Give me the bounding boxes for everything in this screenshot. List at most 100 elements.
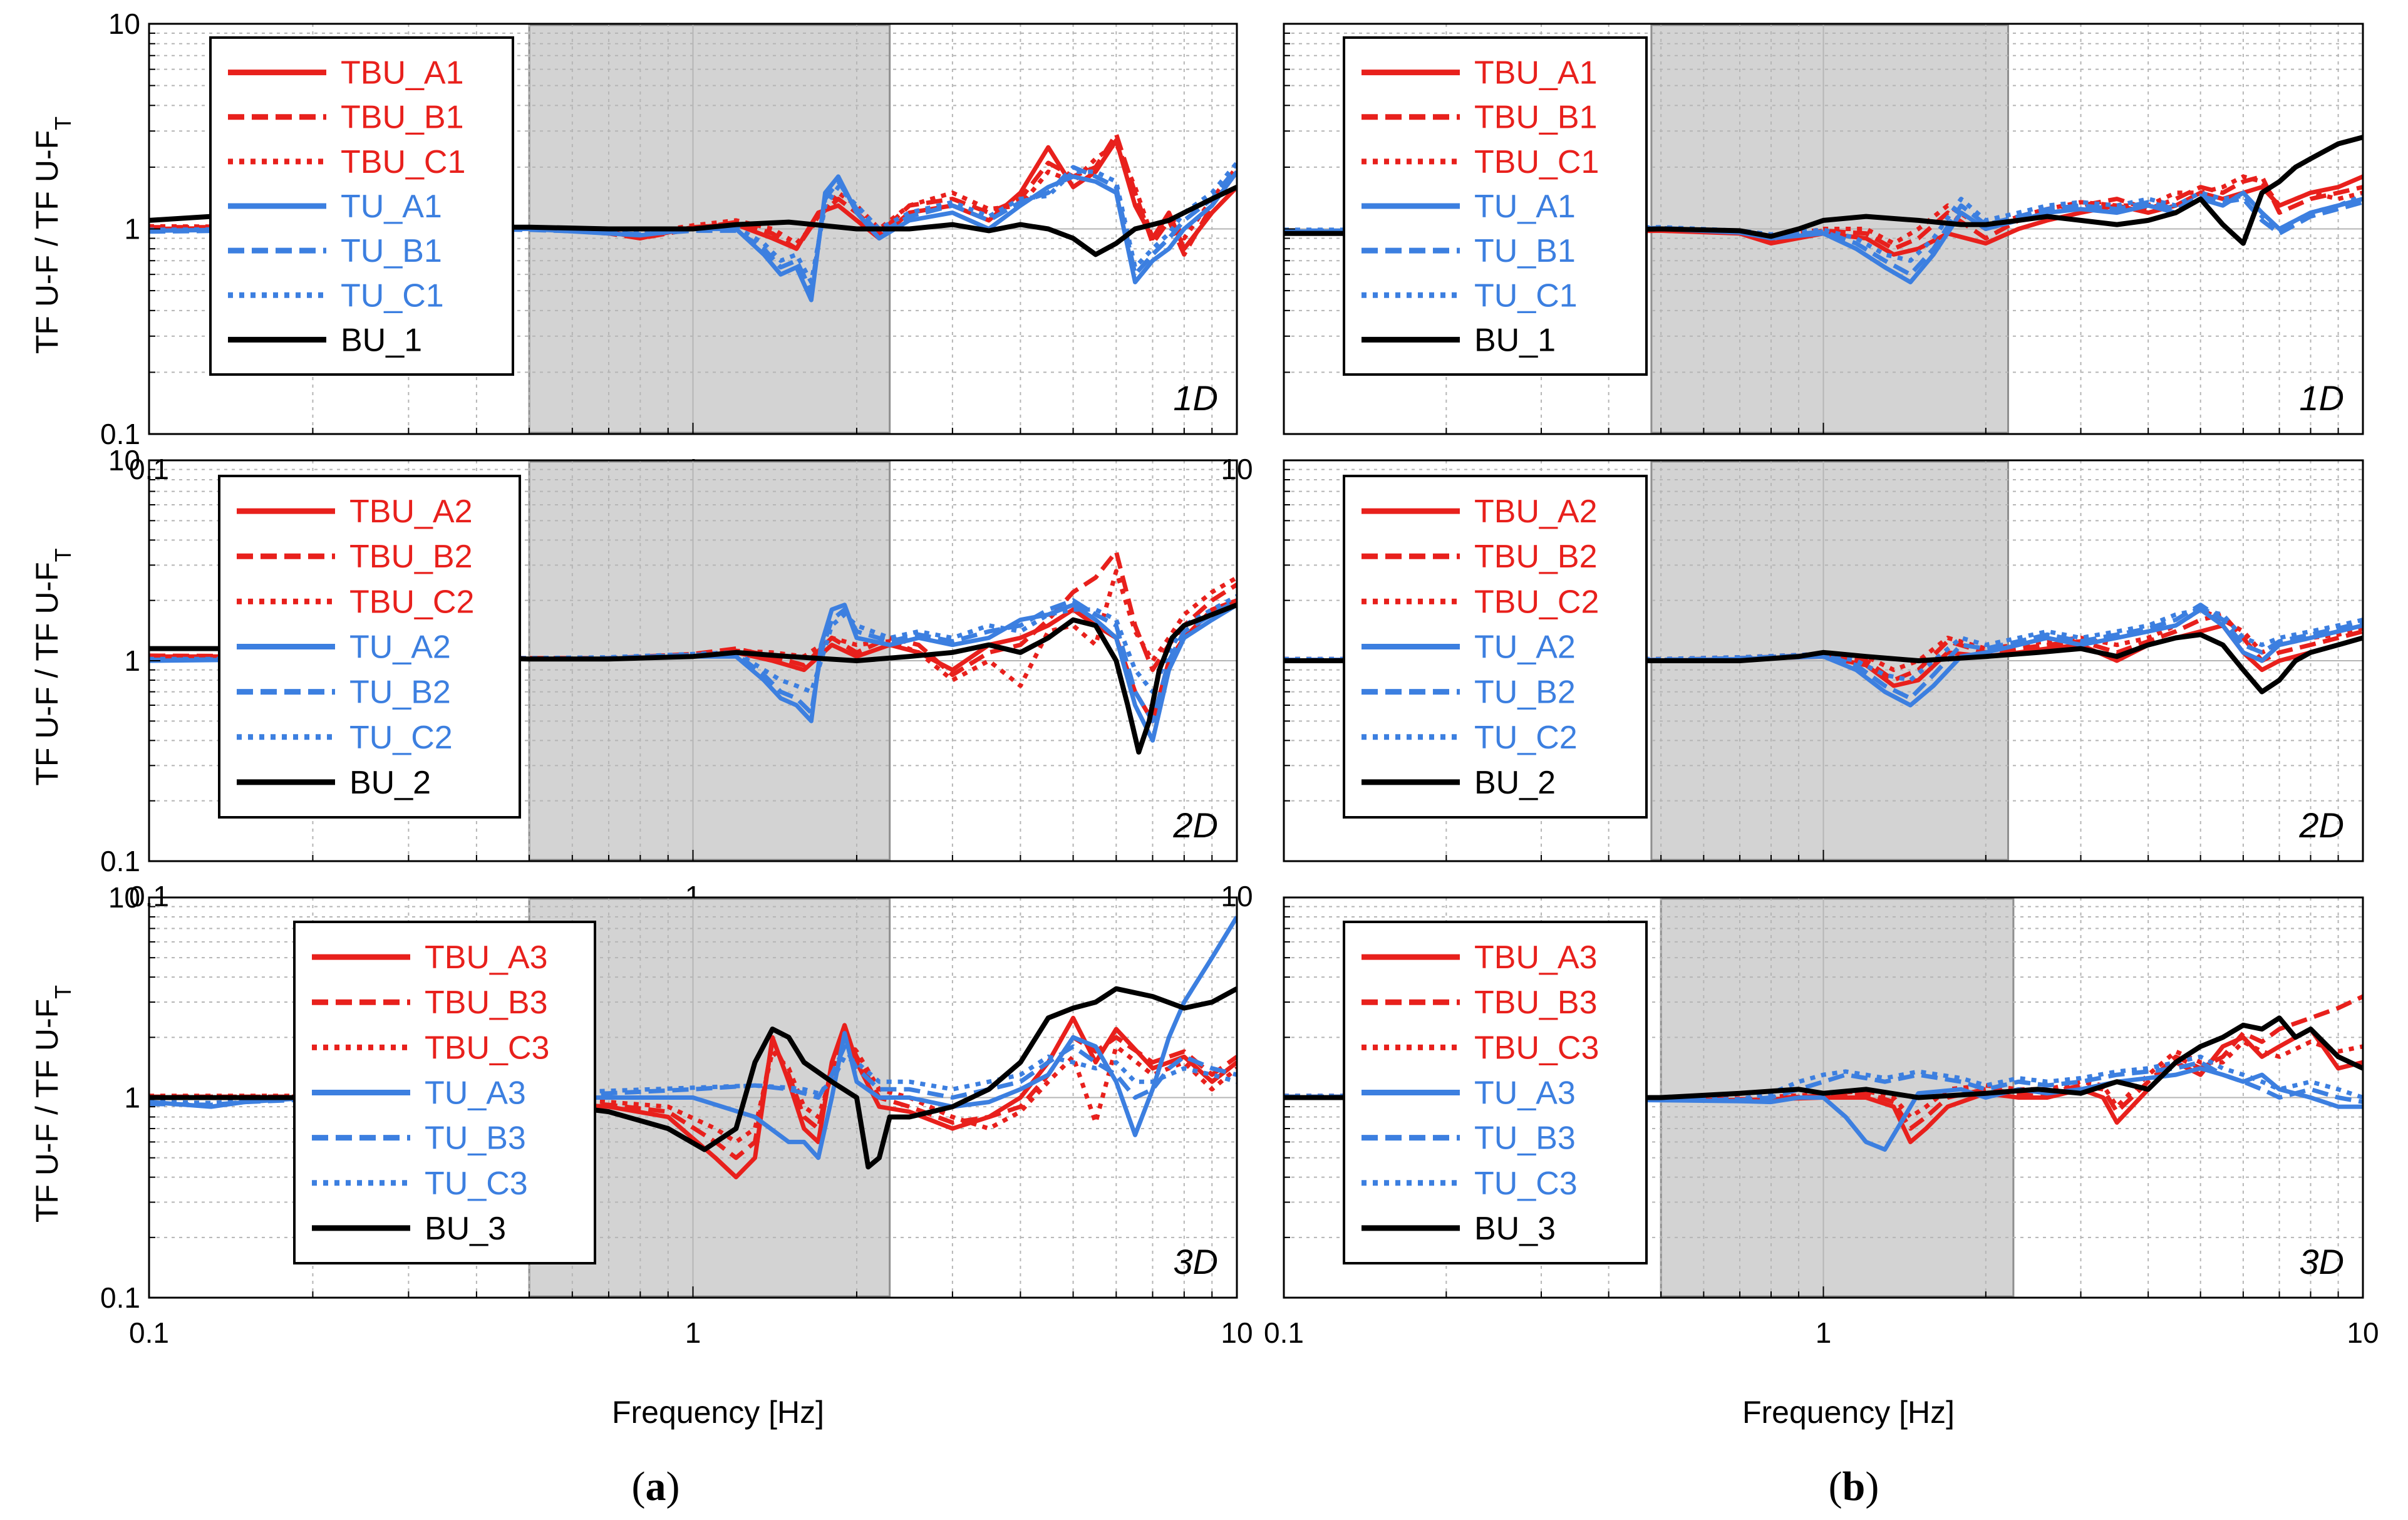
legend-label: TBU_C3	[425, 1030, 549, 1066]
series-line-tu_c3	[1284, 1054, 2363, 1102]
legend-label: TBU_A1	[1474, 55, 1598, 91]
series-group	[149, 549, 1237, 755]
legend-label: TBU_B3	[1474, 985, 1598, 1021]
y-tick-label: 1	[124, 644, 140, 677]
y-tick-label: 1	[124, 1082, 140, 1114]
chart-panel-b-1D: 1D TBU_A1 TBU_B1 TBU_C1 TU_A1 TU_B1 TU_C1 BU_1	[1283, 23, 2364, 435]
x-tick-label: 1	[685, 1316, 701, 1349]
legend-label: TBU_B3	[425, 985, 548, 1021]
y-tick-label: 10	[108, 444, 140, 477]
chart-panel-a-3D: 0.1 1 10 0.1 1 10 TF U-F / TF U-FT Frequency [H…	[29, 881, 1253, 1430]
panel-label-a: (a)	[632, 1464, 680, 1509]
legend-label: TU_A2	[1474, 629, 1576, 666]
panel-tag: 1D	[2299, 378, 2344, 418]
legend-label: BU_2	[349, 765, 431, 801]
legend-label: TU_C2	[1474, 720, 1578, 756]
legend-label: TU_B3	[425, 1120, 526, 1157]
legend-label: TU_A3	[1474, 1075, 1576, 1112]
series-group	[1284, 135, 2363, 284]
legend-label: BU_1	[1474, 322, 1556, 358]
series-line-tbu_c3	[1284, 1039, 2363, 1119]
series-line-bu_3	[149, 986, 1237, 1170]
legend-label: TU_A1	[1474, 189, 1576, 225]
legend-label: BU_3	[1474, 1211, 1556, 1247]
legend-label: TU_A2	[349, 629, 451, 666]
legend-label: TBU_C1	[341, 144, 465, 180]
legend-label: BU_1	[341, 322, 422, 358]
series-group	[149, 916, 1237, 1180]
y-axis-label: TF U-F / TF U-FT	[29, 985, 76, 1223]
series-line-tbu_c3	[149, 1035, 1237, 1144]
chart-panel-b-3D: 0.1 1 10 Frequency [Hz] 3D TBU_A3 TBU_B3 TBU_C3…	[1264, 896, 2379, 1430]
legend-label: TU_C2	[349, 720, 453, 756]
y-tick-label: 0.1	[100, 418, 140, 450]
legend-label: TU_C3	[1474, 1166, 1578, 1202]
legend-label: TBU_C3	[1474, 1030, 1599, 1066]
legend-label: TBU_B2	[349, 539, 473, 575]
legend-label: TBU_A2	[1474, 494, 1598, 530]
panel-tag: 1D	[1173, 378, 1218, 418]
series-line-tu_b3	[1284, 1060, 2363, 1105]
panel-tag: 3D	[2299, 1242, 2344, 1281]
y-axis-label-subscript: T	[50, 548, 76, 562]
legend-label: TBU_A1	[341, 55, 464, 91]
series-group	[1284, 994, 2363, 1152]
legend-label: TBU_A2	[349, 494, 473, 530]
y-axis-label-subscript: T	[50, 985, 76, 999]
y-tick-label: 0.1	[100, 845, 140, 877]
legend-label: TBU_A3	[1474, 939, 1598, 976]
legend-label: BU_3	[425, 1211, 506, 1247]
y-tick-label: 0.1	[100, 1281, 140, 1314]
legend-label: TU_B2	[1474, 675, 1576, 711]
legend-label: TBU_B1	[341, 100, 464, 136]
x-axis-label: Frequency [Hz]	[1742, 1395, 1955, 1430]
series-line-tu_c3	[149, 1054, 1237, 1105]
legend-label: TU_B1	[1474, 233, 1576, 269]
legend-label: TBU_B2	[1474, 539, 1598, 575]
legend: TBU_A1 TBU_B1 TBU_C1 TU_A1 TU_B1 TU_C1 BU_1	[209, 36, 514, 376]
x-tick-label: 1	[1816, 1316, 1832, 1349]
y-tick-label: 1	[124, 213, 140, 246]
legend-label: TU_B1	[341, 233, 442, 269]
y-tick-label: 10	[108, 8, 140, 40]
legend: TBU_A3 TBU_B3 TBU_C3 TU_A3 TU_B3 TU_C3 BU_3	[1343, 921, 1648, 1264]
legend-label: TBU_B1	[1474, 100, 1598, 136]
y-tick-label: 10	[108, 881, 140, 914]
legend: TBU_A2 TBU_B2 TBU_C2 TU_A2 TU_B2 TU_C2 BU_2	[1343, 475, 1648, 819]
series-group	[1284, 602, 2363, 708]
series-line-tu_b2	[1284, 602, 2363, 701]
legend: TBU_A2 TBU_B2 TBU_C2 TU_A2 TU_B2 TU_C2 BU_2	[218, 475, 521, 819]
series-line-bu_2	[1284, 632, 2363, 695]
legend-label: TU_B3	[1474, 1120, 1576, 1157]
x-tick-label: 0.1	[129, 1316, 169, 1349]
legend-label: TU_C3	[425, 1166, 528, 1202]
panel-tag: 3D	[1173, 1242, 1218, 1281]
legend-label: TU_C1	[1474, 277, 1578, 314]
x-tick-label: 10	[1221, 1316, 1253, 1349]
legend-label: TU_A1	[341, 189, 442, 225]
legend-label: BU_2	[1474, 765, 1556, 801]
series-line-bu_2	[149, 602, 1237, 755]
legend: TBU_A3 TBU_B3 TBU_C3 TU_A3 TU_B3 TU_C3 BU_3	[293, 921, 596, 1264]
series-line-tbu_a3	[149, 1015, 1237, 1180]
x-tick-label: 0.1	[1264, 1316, 1304, 1349]
panel-tag: 2D	[1172, 805, 1218, 845]
legend-label: TBU_C2	[349, 584, 474, 620]
legend-label: TU_A3	[425, 1075, 526, 1112]
y-axis-label: TF U-F / TF U-FT	[29, 548, 76, 785]
series-line-bu_3	[1284, 1015, 2363, 1100]
panel-label-b: (b)	[1829, 1464, 1879, 1509]
legend-label: TU_B2	[349, 675, 451, 711]
y-axis-label: TF U-F / TF U-FT	[29, 116, 76, 354]
series-line-tu_c1	[149, 161, 1237, 284]
series-line-tbu_b3	[149, 1026, 1237, 1161]
series-group	[149, 132, 1237, 302]
legend-label: TU_C1	[341, 277, 444, 314]
series-line-bu_1	[1284, 135, 2363, 246]
x-tick-label: 10	[2347, 1316, 2379, 1349]
y-axis-label-subscript: T	[50, 116, 76, 130]
legend-label: TBU_A3	[425, 939, 548, 976]
